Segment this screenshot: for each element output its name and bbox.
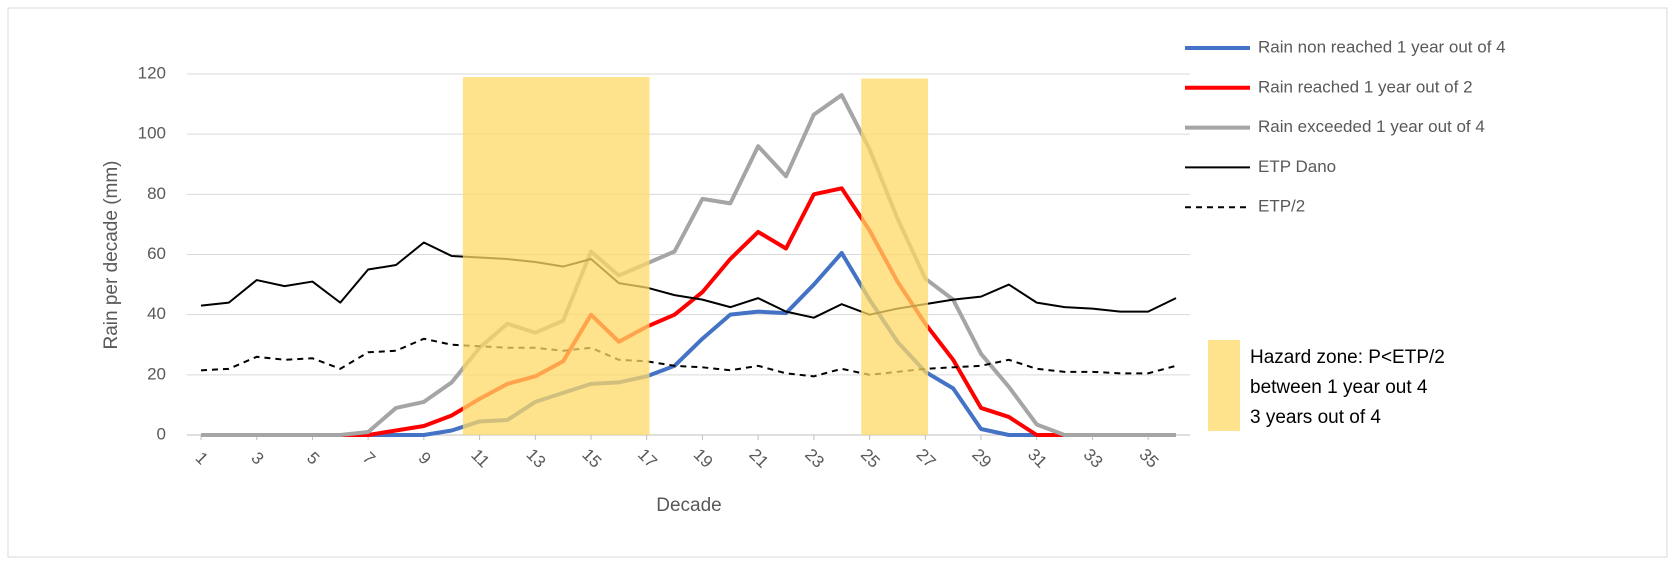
legend-label: Rain reached 1 year out of 2: [1258, 77, 1473, 96]
hazard-band: [861, 78, 929, 435]
legend-band-label: 3 years out of 4: [1250, 407, 1381, 428]
hazard-band: [462, 77, 650, 435]
y-tick-label: 120: [138, 63, 166, 82]
legend-label: Rain non reached 1 year out of 4: [1258, 37, 1506, 56]
series-line: [201, 186, 1176, 437]
series-line: [200, 241, 1177, 319]
legend-label: ETP/2: [1258, 197, 1305, 216]
series-line: [200, 337, 1177, 378]
legend-label: ETP Dano: [1258, 157, 1336, 176]
y-tick-label: 20: [147, 364, 166, 383]
legend-band-label: between 1 year out 4: [1250, 377, 1428, 398]
legend-band-label: Hazard zone: P<ETP/2: [1250, 347, 1445, 368]
legend-band-swatch: [1208, 340, 1240, 431]
y-tick-label: 100: [138, 124, 166, 143]
y-tick-label: 80: [147, 184, 166, 203]
series-line: [201, 93, 1176, 437]
y-tick-label: 0: [157, 424, 166, 443]
x-axis-label: Decade: [656, 495, 722, 516]
y-tick-label: 60: [147, 244, 166, 263]
y-tick-label: 40: [147, 304, 166, 323]
y-axis-label: Rain per decade (mm): [101, 160, 122, 349]
legend-label: Rain exceeded 1 year out of 4: [1258, 117, 1485, 136]
